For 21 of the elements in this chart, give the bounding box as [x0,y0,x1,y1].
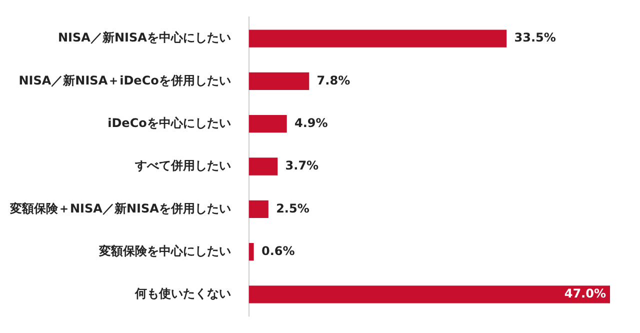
y-tick-label: すべて併用したい [134,158,231,173]
y-tick-label: NISA／新NISA＋iDeCoを併用したい [18,73,231,88]
data-label: 3.7% [285,158,319,173]
bar [248,200,268,218]
data-label: 33.5% [514,30,556,45]
y-tick-label: 変額保険を中心にしたい [98,244,231,258]
bar [248,30,507,48]
bar [248,158,278,176]
bar [248,286,610,304]
data-label: 0.6% [261,244,295,258]
y-tick-label: NISA／新NISAを中心にしたい [58,30,231,45]
data-label: 7.8% [316,73,350,88]
y-tick-label: iDeCoを中心にしたい [108,116,231,130]
y-tick-label: 変額保険＋NISA／新NISAを併用したい [9,201,231,216]
y-tick-label: 何も使いたくない [134,286,231,301]
bar [248,72,310,90]
bar [248,115,287,133]
data-label: 2.5% [276,201,310,216]
bar [248,242,254,261]
data-label: 4.9% [294,116,328,130]
data-label: 47.0% [564,286,606,301]
